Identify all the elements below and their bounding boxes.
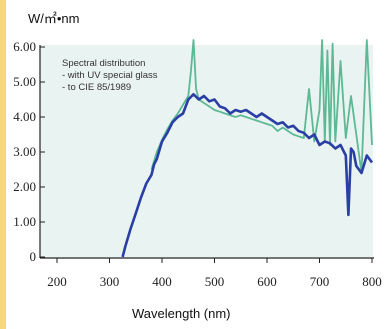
series-group: [121, 39, 374, 258]
x-tick-label: 500: [205, 274, 225, 289]
y-tick-label: 4.00: [13, 109, 36, 124]
annotation-line: - to CIE 85/1989: [62, 82, 131, 93]
series-line-blue: [121, 93, 374, 258]
tick-labels: 0 1.00 2.00 3.00 4.00 5.00 6.00 200 300 400 500 600…: [13, 39, 382, 289]
annotation: Spectral distribution- with UV special g…: [62, 58, 158, 93]
y-axis-label: W/㎡•nm: [28, 11, 80, 26]
annotation-line: Spectral distribution: [62, 58, 145, 69]
axes: [39, 45, 374, 263]
x-tick-label: 200: [47, 274, 67, 289]
plot-area: [40, 45, 373, 257]
x-tick-label: 400: [152, 274, 172, 289]
x-tick-label: 800: [362, 274, 382, 289]
x-axis-label: Wavelength (nm): [132, 306, 231, 321]
x-tick-label: 700: [310, 274, 330, 289]
y-tick-label: 0: [30, 249, 37, 264]
y-tick-label: 6.00: [13, 39, 36, 54]
y-tick-label: 3.00: [13, 144, 36, 159]
series-line-green: [150, 39, 373, 174]
x-tick-label: 600: [257, 274, 277, 289]
annotation-line: - with UV special glass: [62, 70, 158, 81]
x-tick-label: 300: [100, 274, 120, 289]
y-tick-label: 5.00: [13, 74, 36, 89]
y-tick-label: 1.00: [13, 214, 36, 229]
y-tick-label: 2.00: [13, 179, 36, 194]
